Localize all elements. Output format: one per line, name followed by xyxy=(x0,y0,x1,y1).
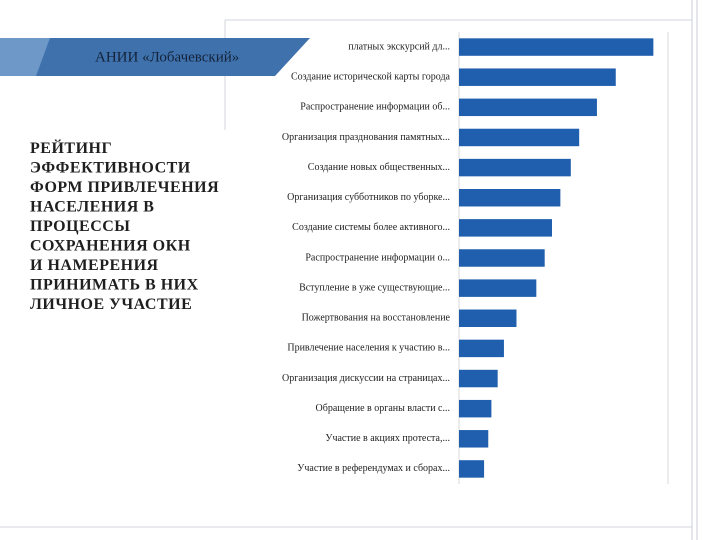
title-line: РЕЙТИНГ xyxy=(30,138,112,157)
title-line: СОХРАНЕНИЯ ОКН xyxy=(30,238,191,255)
bar xyxy=(459,249,545,267)
y-tick-label: Привлечение населения к участию в... xyxy=(287,343,450,354)
bar xyxy=(459,339,504,358)
y-tick-label: Создание системы более активного... xyxy=(292,222,450,233)
bar xyxy=(459,430,489,448)
title-line: ЭФФЕКТИВНОСТИ xyxy=(30,160,191,177)
y-tick-label: Обращение в органы власти с... xyxy=(316,403,450,414)
y-tick-label: платных экскурсий дл... xyxy=(348,41,450,52)
y-tick-label: Организация дискуссии на страницах... xyxy=(282,373,450,384)
banner-accent xyxy=(0,38,50,76)
banner-text: АНИИ «Лобачевский» xyxy=(95,49,239,65)
y-tick-label: Участие в референдумах и сборах... xyxy=(297,463,450,474)
banner xyxy=(0,38,310,76)
bar xyxy=(459,128,580,147)
bar xyxy=(459,68,616,86)
y-tick-label: Создание новых общественных... xyxy=(308,162,450,173)
slide-title: РЕЙТИНГ ЭФФЕКТИВНОСТИ ФОРМ ПРИВЛЕЧЕНИЯ НАСЕ… xyxy=(30,138,219,313)
bar xyxy=(459,219,553,237)
bar xyxy=(459,158,571,177)
y-tick-label: Вступление в уже существующие... xyxy=(299,282,450,293)
bar xyxy=(459,98,597,117)
bar xyxy=(459,38,654,56)
y-tick-label: Распространение информации об... xyxy=(300,102,450,113)
title-line: ФОРМ ПРИВЛЕЧЕНИЯ xyxy=(30,179,219,196)
chart: платных экскурсий дл... Создание историче… xyxy=(282,32,669,484)
bar xyxy=(459,279,537,297)
bar xyxy=(459,399,492,418)
y-tick-label: Распространение информации о... xyxy=(305,252,450,263)
bar xyxy=(459,369,498,388)
y-tick-label: Организация субботников по уборке... xyxy=(287,192,450,203)
y-tick-label: Организация празднования памятных... xyxy=(282,132,450,143)
bar xyxy=(459,188,561,207)
title-line: И НАМЕРЕНИЯ xyxy=(30,257,159,274)
bar xyxy=(459,309,517,328)
y-tick-label: Пожертвования на восстановление xyxy=(302,313,451,324)
title-line: НАСЕЛЕНИЯ В xyxy=(30,199,154,216)
title-line: ПРОЦЕССЫ xyxy=(30,218,131,235)
y-tick-label: Участие в акциях протеста,... xyxy=(325,433,450,444)
title-line: ЛИЧНОЕ УЧАСТИЕ xyxy=(30,296,192,313)
bar xyxy=(459,460,485,478)
title-line: ПРИНИМАТЬ В НИХ xyxy=(30,277,199,294)
y-tick-label: Создание исторической карты города xyxy=(291,71,451,82)
